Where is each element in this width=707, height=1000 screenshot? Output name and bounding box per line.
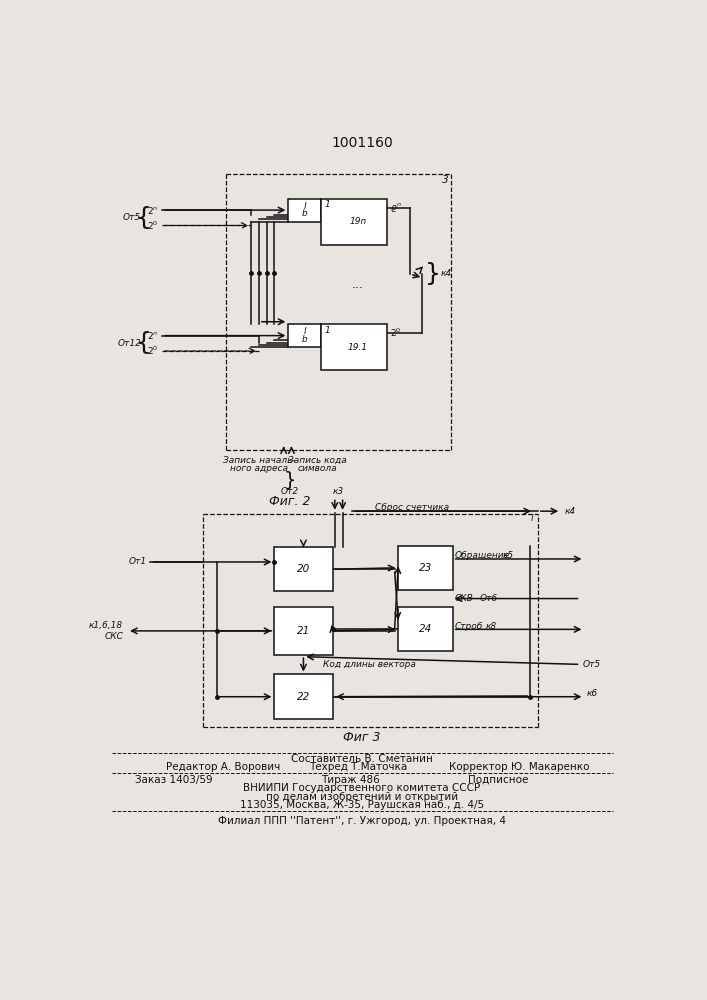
Text: ного адреса: ного адреса [230,464,288,473]
Text: 19.1: 19.1 [348,343,368,352]
Text: От6: От6 [480,594,498,603]
Text: 22: 22 [297,692,310,702]
Text: к4: к4 [565,507,576,516]
Bar [398,607,452,651]
Text: к4: к4 [441,269,452,278]
Text: 20: 20 [297,564,310,574]
Text: l: l [530,514,533,523]
Text: к6: к6 [587,689,598,698]
Text: Фиг. 2: Фиг. 2 [269,495,310,508]
Text: $2^0$: $2^0$ [146,345,158,357]
Bar [274,607,332,655]
Text: 1: 1 [325,200,330,209]
Text: по делам изобретений и открытий: по делам изобретений и открытий [266,792,458,802]
Text: Сброс счетчика: Сброс счетчика [375,503,449,512]
Bar [288,324,321,347]
Text: $\varrho^n$: $\varrho^n$ [390,201,402,214]
Text: ВНИИПИ Государственного комитета СССР: ВНИИПИ Государственного комитета СССР [243,783,481,793]
Bar [321,324,387,370]
Bar [274,674,332,719]
Text: {: { [136,331,152,355]
Bar [398,546,452,590]
Text: От1: От1 [129,557,146,566]
Text: $2^n$: $2^n$ [146,205,158,216]
Text: $2^0$: $2^0$ [146,219,158,232]
Text: 21: 21 [297,626,310,636]
Text: Код длины вектора: Код длины вектора [323,660,416,669]
Text: к3: к3 [333,487,344,496]
Text: Фиг 3: Фиг 3 [343,731,380,744]
Text: От12: От12 [117,339,141,348]
Text: к8: к8 [486,622,497,631]
Text: СКС: СКС [105,632,123,641]
Text: Тираж 486: Тираж 486 [321,775,380,785]
Bar [288,199,321,222]
Text: 1: 1 [325,326,330,335]
Text: Подписное: Подписное [468,775,529,785]
Bar [274,547,332,591]
Text: b: b [302,335,308,344]
Text: От5: От5 [583,660,601,669]
Text: Заказ 1403/59: Заказ 1403/59 [135,775,213,785]
Text: 3: 3 [442,175,448,185]
Text: ...: ... [351,278,363,291]
Text: {: { [136,206,152,230]
Text: От2: От2 [281,487,299,496]
Text: $2^n$: $2^n$ [146,330,158,341]
Text: 19n: 19n [349,217,366,226]
Text: СКВ: СКВ [454,594,473,603]
Text: символа: символа [297,464,337,473]
Text: Филиал ППП ''Патент'', г. Ужгород, ул. Проектная, 4: Филиал ППП ''Патент'', г. Ужгород, ул. П… [218,816,506,826]
Text: От5: От5 [123,213,141,222]
Text: Составитель В. Сметанин: Составитель В. Сметанин [291,754,433,764]
Text: $2^0$: $2^0$ [390,327,402,339]
Text: }: } [425,262,441,286]
Text: к5: к5 [503,551,514,560]
Text: 24: 24 [419,624,432,634]
Text: Техред Т.Маточка: Техред Т.Маточка [309,762,407,772]
Text: Редактор А. Ворович: Редактор А. Ворович [166,762,280,772]
Text: l: l [303,327,306,336]
Text: }: } [284,470,296,489]
Text: Строб: Строб [455,622,483,631]
Text: l: l [303,202,306,211]
Text: 113035, Москва, Ж-35, Раушская наб., д. 4/5: 113035, Москва, Ж-35, Раушская наб., д. … [240,800,484,810]
Bar [321,199,387,245]
Text: 1001160: 1001160 [331,136,393,150]
Text: Запись кода: Запись кода [288,456,346,465]
Text: к1,6,18: к1,6,18 [89,621,123,630]
Text: Обращение: Обращение [455,551,510,560]
Text: Корректор Ю. Макаренко: Корректор Ю. Макаренко [449,762,589,772]
Text: b: b [302,209,308,218]
Text: Запись началь-: Запись началь- [223,456,296,465]
Text: 23: 23 [419,563,432,573]
